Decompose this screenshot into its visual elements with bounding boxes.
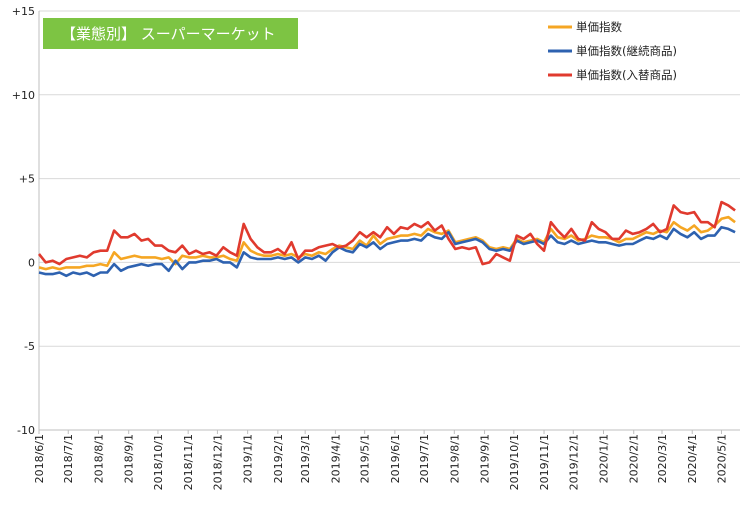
x-tick-label: 2018/6/1 [33,434,46,483]
x-tick-label: 2019/6/1 [389,434,402,483]
legend-label: 単価指数 [576,20,622,34]
x-tick-label: 2019/5/1 [359,434,372,483]
x-tick-label: 2019/12/1 [567,434,580,490]
y-tick-label: +5 [19,173,35,186]
legend-label: 単価指数(入替商品) [576,68,677,82]
x-tick-label: 2020/4/1 [686,434,699,483]
series-line-1 [38,215,736,271]
x-tick-label: 2018/8/1 [92,434,105,483]
x-tick-label: 2018/12/1 [211,434,224,490]
x-tick-label: 2019/2/1 [272,434,285,483]
x-tick-label: 2020/3/1 [656,434,669,483]
legend-label: 単価指数(継続商品) [576,44,677,58]
title-layer: 【業態別】 スーパーマーケット [43,18,298,49]
series-line-2 [38,225,736,278]
y-tick-label: -5 [24,340,35,353]
chart-title-background [43,18,298,49]
x-tick-label: 2018/7/1 [62,434,75,483]
series-line-3 [37,200,736,266]
y-tick-label: +15 [12,5,35,18]
x-tick-label: 2019/7/1 [418,434,431,483]
x-tick-label: 2019/1/1 [242,434,255,483]
y-tick-label: 0 [28,256,35,269]
x-tick-label: 2020/1/1 [598,434,611,483]
x-tick-label: 2019/3/1 [299,434,312,483]
series-layer [37,200,736,278]
x-tick-label: 2020/5/1 [715,434,728,483]
y-tick-label: +10 [12,89,35,102]
x-tick-label: 2018/11/1 [182,434,195,490]
x-tick-label: 2018/9/1 [123,434,136,483]
x-tick-label: 2020/2/1 [628,434,641,483]
x-tick-label: 2019/8/1 [448,434,461,483]
x-tick-label: 2019/9/1 [479,434,492,483]
x-tick-label: 2019/10/1 [508,434,521,490]
chart-title: 【業態別】 スーパーマーケット [61,25,276,43]
x-tick-label: 2019/4/1 [329,434,342,483]
x-tick-label: 2018/10/1 [152,434,165,490]
x-tick-label: 2019/11/1 [538,434,551,490]
y-tick-label: -10 [17,424,35,437]
